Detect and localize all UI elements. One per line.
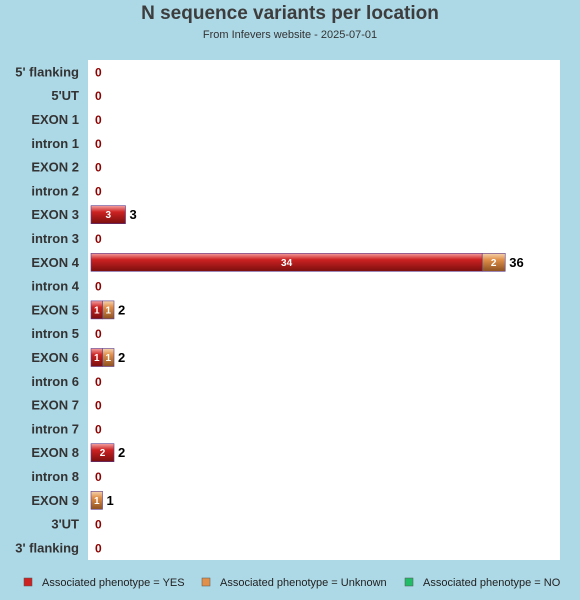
total-label: 0: [95, 327, 102, 341]
bar-segment: [481, 253, 506, 272]
total-label: 0: [95, 232, 102, 246]
total-label: 0: [95, 280, 102, 294]
segment-label: 3: [105, 210, 111, 221]
total-label: 0: [95, 422, 102, 436]
total-label: 0: [95, 375, 102, 389]
total-label: 0: [95, 89, 102, 103]
legend-label: Associated phenotype = Unknown: [220, 577, 387, 589]
category-label: EXON 2: [31, 160, 79, 175]
category-label: intron 1: [31, 136, 79, 151]
segment-label: 1: [105, 305, 111, 316]
bars: [90, 205, 506, 510]
category-label: EXON 8: [31, 445, 79, 460]
total-label: 2: [118, 350, 125, 365]
category-label: EXON 3: [31, 207, 79, 222]
legend-label: Associated phenotype = YES: [42, 577, 185, 589]
total-label: 0: [95, 470, 102, 484]
category-label: EXON 9: [31, 493, 79, 508]
bar-segment: [90, 443, 115, 463]
category-label: 5'UT: [51, 88, 79, 103]
category-label: EXON 4: [31, 255, 79, 270]
total-label: 2: [118, 302, 125, 317]
category-label: intron 8: [31, 469, 79, 484]
chart-subtitle: From Infevers website - 2025-07-01: [203, 29, 377, 41]
bar-segment: [102, 348, 115, 367]
legend-label: Associated phenotype = NO: [423, 577, 561, 589]
category-label: EXON 1: [31, 112, 79, 127]
legend-swatch: [404, 577, 414, 587]
total-label: 0: [95, 113, 102, 127]
segment-label: 1: [94, 353, 100, 364]
total-label: 0: [95, 541, 102, 555]
legend-swatch: [23, 577, 33, 587]
total-label: 36: [509, 255, 523, 270]
total-label: 3: [130, 207, 137, 222]
bar-segment: [90, 205, 126, 224]
total-label: 0: [95, 399, 102, 413]
segment-label: 1: [94, 496, 100, 507]
category-label: intron 7: [31, 421, 79, 436]
category-label: EXON 5: [31, 302, 79, 317]
segment-label: 2: [100, 448, 106, 459]
category-label: 5' flanking: [15, 64, 79, 79]
category-label: 3'UT: [51, 517, 79, 532]
total-label: 2: [118, 445, 125, 460]
category-label: 3' flanking: [15, 540, 79, 555]
segment-label: 34: [281, 258, 293, 269]
legend: Associated phenotype = YES Associated phe…: [23, 577, 561, 589]
segment-label: 2: [491, 258, 497, 269]
segment-label: 1: [105, 353, 111, 364]
bar-segment: [102, 300, 115, 320]
plot-area: [88, 60, 560, 560]
legend-swatch: [201, 577, 211, 587]
category-label: intron 6: [31, 374, 79, 389]
category-label: EXON 6: [31, 350, 79, 365]
chart-title: N sequence variants per location: [141, 3, 439, 24]
category-label: intron 5: [31, 326, 79, 341]
bar-segment: [90, 490, 103, 510]
total-label: 0: [95, 518, 102, 532]
total-label: 0: [95, 161, 102, 175]
category-labels: 5' flanking 5'UT EXON 1 intron 1 EXON 2 intro…: [15, 64, 80, 555]
segment-label: 1: [94, 305, 100, 316]
total-label: 0: [95, 184, 102, 198]
category-label: intron 4: [31, 279, 79, 294]
category-label: intron 3: [31, 231, 79, 246]
category-label: EXON 7: [31, 398, 79, 413]
category-label: intron 2: [31, 183, 79, 198]
total-label: 0: [95, 137, 102, 151]
total-label: 1: [107, 493, 114, 508]
total-label: 0: [95, 65, 102, 79]
